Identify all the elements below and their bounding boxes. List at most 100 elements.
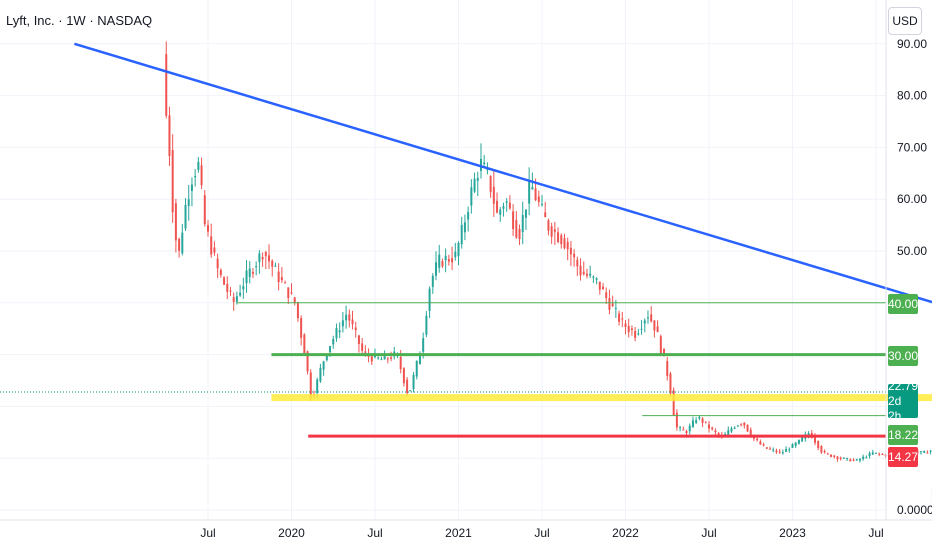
candle-body (345, 314, 348, 321)
candle-body (268, 255, 271, 262)
candle-body (630, 328, 633, 331)
candle-body (679, 427, 682, 429)
x-tick-label: Jul (200, 526, 215, 540)
candle-body (595, 278, 598, 280)
candle-body (878, 453, 881, 455)
candle-body (547, 220, 550, 231)
candle-body (242, 286, 245, 290)
candle-body (653, 320, 656, 331)
candle-body (781, 452, 784, 454)
price-label-18: 18.22 (888, 425, 918, 445)
candle-body (643, 320, 646, 324)
candle-body (541, 204, 543, 206)
candle-body (412, 374, 415, 390)
candle-body (772, 449, 775, 451)
y-tick-label: 90.00 (897, 37, 927, 51)
candle-body (842, 457, 845, 459)
candle-body (184, 204, 187, 229)
candle-body (178, 238, 181, 251)
candle-body (624, 323, 627, 327)
x-tick-label: Jul (701, 526, 716, 540)
horizontal-levels (0, 302, 932, 438)
candle-body (862, 456, 865, 459)
candle-body (746, 424, 749, 432)
candle-body (463, 222, 466, 233)
candle-body (377, 357, 380, 359)
x-tick-label: 2022 (612, 526, 639, 540)
candle-body (171, 150, 174, 213)
candle-body (672, 390, 675, 416)
candle-body (187, 199, 190, 206)
candle-body (406, 379, 409, 393)
candle-body (871, 452, 874, 455)
candle-body (210, 236, 213, 255)
candle-body (505, 201, 508, 203)
candle-body (868, 453, 871, 457)
candle-body (846, 457, 849, 459)
candle-body (386, 358, 389, 360)
price-label-40: 40.00 (888, 294, 918, 314)
candle-body (778, 451, 781, 453)
candle-body (261, 256, 264, 260)
candle-body (300, 318, 303, 338)
candle-body (197, 161, 200, 170)
candle-body (451, 258, 454, 263)
candle-body (682, 429, 685, 431)
candle-body (223, 277, 226, 285)
candle-body (923, 450, 926, 453)
candle-body (444, 255, 447, 261)
candle-body (585, 273, 588, 276)
candle-body (219, 269, 222, 276)
candle-body (226, 283, 229, 292)
candle-body (740, 424, 743, 426)
candle-body (788, 449, 791, 451)
candle-body (277, 271, 280, 283)
y-tick-label: 50.00 (897, 244, 927, 258)
last-price-label: 22.79 2d 2h (888, 379, 918, 423)
bar-countdown: 2d 2h (888, 393, 902, 423)
time-axis[interactable]: Jul2020Jul2021Jul2022Jul2023Jul2024Jul20… (0, 519, 932, 540)
candle-body (203, 195, 206, 225)
candle-body (303, 334, 306, 356)
candle-body (370, 356, 373, 362)
candle-body (573, 253, 576, 258)
candle-body (656, 326, 659, 333)
y-tick-label: 70.00 (897, 140, 927, 154)
candle-body (216, 258, 219, 269)
candle-body (563, 238, 566, 249)
currency-button[interactable]: USD (888, 7, 922, 35)
candle-body (611, 303, 614, 307)
candle-body (566, 241, 569, 250)
candle-body (704, 421, 707, 423)
candle-body (875, 452, 877, 454)
candle-body (637, 333, 640, 335)
candle-body (271, 260, 274, 267)
candle-body (823, 451, 826, 453)
candle-body (794, 442, 797, 446)
candle-body (354, 327, 357, 331)
last-price-value: 22.79 (887, 378, 919, 393)
candle-body (435, 262, 438, 276)
candle-body (685, 431, 688, 434)
candle-body (717, 433, 720, 435)
candle-body (190, 184, 193, 192)
candle-body (383, 354, 386, 360)
candle-body (335, 328, 338, 339)
candle-body (830, 454, 833, 457)
price-axis[interactable]: 0.0000 50.00 60.00 70.00 80.00 90.00 (885, 0, 932, 520)
yellow-band (271, 394, 932, 402)
candle-body (296, 302, 299, 319)
candle-body (544, 212, 547, 218)
candle-body (322, 361, 325, 370)
candle-body (813, 436, 816, 443)
candle-body (418, 354, 421, 365)
price-label-30: 30.00 (888, 346, 918, 366)
candle-body (181, 232, 184, 254)
candle-body (338, 330, 341, 333)
candle-body (245, 270, 248, 284)
candle-body (708, 424, 710, 429)
candle-body (646, 317, 649, 319)
candle-body (727, 430, 730, 435)
candle-body (537, 196, 540, 202)
